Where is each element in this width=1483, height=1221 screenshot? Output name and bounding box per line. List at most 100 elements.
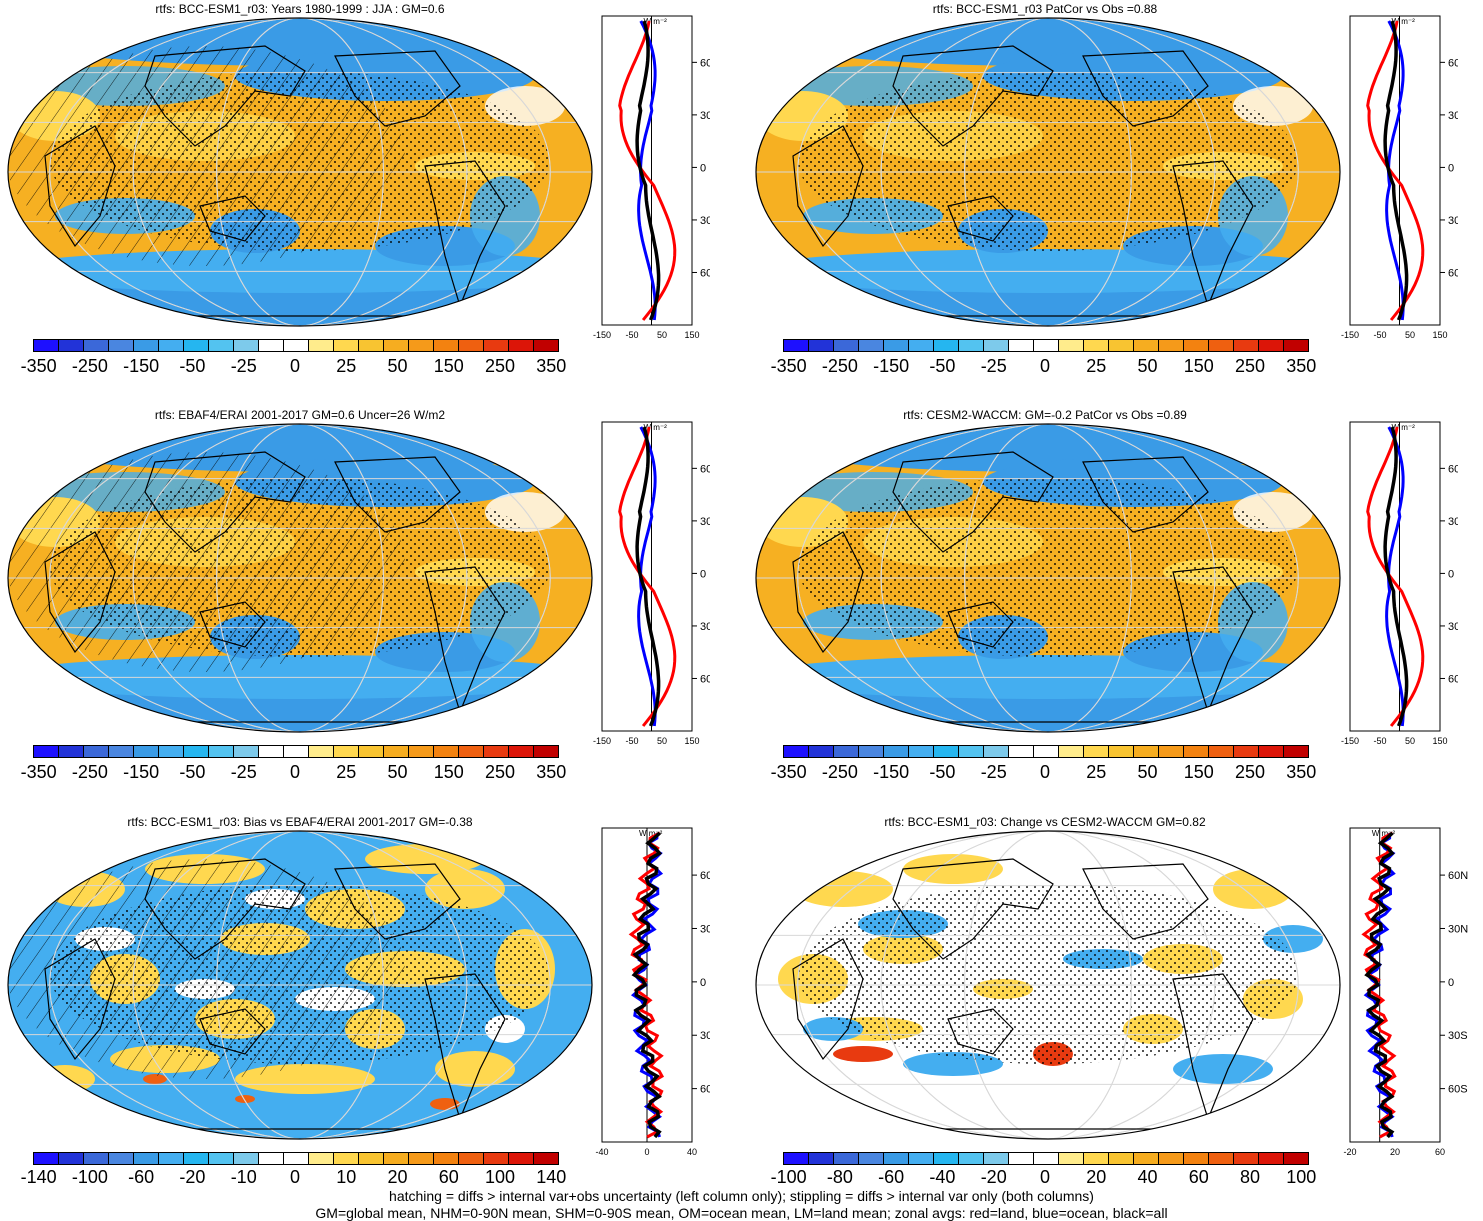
- colorbar-swatch: [409, 746, 434, 757]
- colorbar-label: -350: [770, 356, 807, 376]
- zonal-curve: [1383, 426, 1409, 727]
- colorbar-label: -140: [20, 1167, 57, 1187]
- zonal-frame: [1349, 827, 1441, 1143]
- map-border: [755, 423, 1341, 733]
- hatching-overlay: [8, 859, 405, 1079]
- colorbar-label: 25: [1086, 356, 1107, 376]
- colorbar-label: 350: [1286, 356, 1317, 376]
- coastline: [792, 45, 1313, 317]
- graticule-line: [964, 18, 1132, 326]
- colorbar-swatch: [1034, 1153, 1059, 1164]
- colorbar-swatch: [959, 746, 984, 757]
- colorbar-swatch: [184, 746, 209, 757]
- field-region: [35, 1065, 95, 1093]
- colorbar-swatch: [784, 340, 809, 351]
- colorbar-swatch: [809, 340, 834, 351]
- colorbar-swatch: [259, 1153, 284, 1164]
- colorbar-swatch: [1109, 1153, 1134, 1164]
- colorbar-swatch: [1009, 340, 1034, 351]
- map-panel: [7, 830, 593, 1140]
- colorbar-swatch: [534, 340, 558, 351]
- colorbar-label: 150: [433, 762, 464, 782]
- colorbar-swatch: [1259, 746, 1284, 757]
- zonal-tick-label: 0: [644, 1147, 649, 1157]
- colorbar-swatch: [484, 746, 509, 757]
- field-region: [235, 1095, 255, 1103]
- colorbar-label: 350: [1286, 762, 1317, 782]
- zonal-unit-label: W m⁻²: [639, 829, 663, 838]
- colorbar-swatch: [1134, 746, 1159, 757]
- colorbar-swatch: [384, 1153, 409, 1164]
- colorbar-labels: -350 -250 -150 -50 -25 0 25 50 150 250 350: [763, 762, 1327, 783]
- colorbar-swatch: [984, 746, 1009, 757]
- graticule-line: [964, 424, 1132, 732]
- colorbar-swatch: [884, 746, 909, 757]
- colorbar-swatch: [834, 1153, 859, 1164]
- colorbar-swatch: [534, 746, 558, 757]
- colorbar-swatch: [859, 1153, 884, 1164]
- colorbar-swatch: [259, 746, 284, 757]
- colorbar-label: 0: [289, 1167, 300, 1187]
- zonal-tick-label: -150: [1341, 736, 1359, 746]
- zonal-tick-label: 50: [657, 736, 667, 746]
- colorbar-swatch: [234, 340, 259, 351]
- colorbar-swatch: [1159, 1153, 1184, 1164]
- colorbar-swatch: [909, 340, 934, 351]
- colorbar-label: -350: [20, 356, 57, 376]
- lat-label: 60S: [700, 673, 710, 685]
- lat-label: 60S: [700, 1084, 710, 1096]
- colorbar-label: 350: [536, 356, 567, 376]
- colorbar-swatch: [184, 340, 209, 351]
- field-region: [143, 1074, 167, 1084]
- colorbar-swatch: [934, 1153, 959, 1164]
- lat-label: 30S: [700, 1030, 710, 1042]
- colorbar-label: -250: [821, 762, 858, 782]
- colorbar-swatch: [209, 746, 234, 757]
- colorbar-label: -50: [929, 762, 956, 782]
- graticule-line: [797, 424, 1299, 732]
- colorbar-swatch: [84, 746, 109, 757]
- colorbar-swatch: [434, 1153, 459, 1164]
- colorbar-swatch: [884, 340, 909, 351]
- field-region: [903, 854, 1003, 884]
- footer-note-means: GM=global mean, NHM=0-90N mean, SHM=0-90…: [315, 1205, 1168, 1221]
- colorbar-swatch: [1259, 340, 1284, 351]
- colorbar-swatch: [1059, 746, 1084, 757]
- zonal-tick-label: -40: [595, 1147, 608, 1157]
- panel-title: rtfs: BCC-ESM1_r03: Bias vs EBAF4/ERAI 2…: [127, 815, 473, 829]
- colorbar-swatch: [234, 1153, 259, 1164]
- graticule-line: [49, 831, 551, 1139]
- colorbar-swatch: [434, 340, 459, 351]
- zonal-tick-label: -150: [1341, 330, 1359, 340]
- colorbar-label: 50: [387, 762, 408, 782]
- colorbar-swatch: [1284, 746, 1308, 757]
- colorbar-swatch: [109, 340, 134, 351]
- colorbar-swatch: [509, 340, 534, 351]
- colorbar: [33, 339, 559, 352]
- colorbar-label: -25: [980, 356, 1007, 376]
- lat-label: 60N: [700, 57, 710, 69]
- panel-title: rtfs: BCC-ESM1_r03: Years 1980-1999 : JJ…: [155, 2, 445, 16]
- colorbar-label: -250: [71, 762, 108, 782]
- colorbar-label: 150: [1183, 762, 1214, 782]
- colorbar-label: -60: [878, 1167, 905, 1187]
- colorbar-label: 50: [1137, 356, 1158, 376]
- panel-title: rtfs: BCC-ESM1_r03: Change vs CESM2-WACC…: [884, 815, 1206, 829]
- colorbar-label: -100: [770, 1167, 807, 1187]
- colorbar-label: -20: [179, 1167, 206, 1187]
- lat-label: 30S: [1448, 621, 1458, 633]
- colorbar: [783, 745, 1309, 758]
- colorbar-label: 100: [1286, 1167, 1317, 1187]
- zonal-unit-label: W m⁻²: [1392, 423, 1416, 432]
- colorbar-swatch: [434, 746, 459, 757]
- graticule-line: [132, 831, 468, 1139]
- graticule-line: [216, 424, 384, 732]
- colorbar-swatch: [84, 340, 109, 351]
- colorbar-label: -10: [230, 1167, 257, 1187]
- map-border: [7, 830, 593, 1140]
- lat-label: 60S: [1448, 267, 1458, 279]
- colorbar-swatch: [409, 1153, 434, 1164]
- zonal-unit-label: W m⁻²: [644, 17, 668, 26]
- colorbar-swatch: [784, 1153, 809, 1164]
- lat-label: 30N: [1448, 923, 1468, 935]
